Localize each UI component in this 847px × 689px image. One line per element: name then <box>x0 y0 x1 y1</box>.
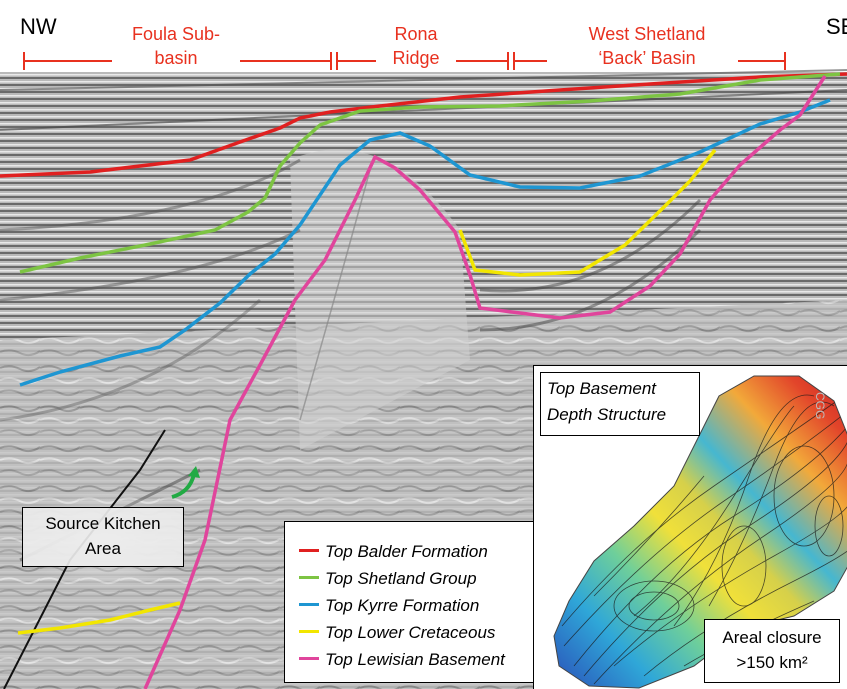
region-west-shetland-line1: West Shetland <box>588 24 706 44</box>
se-label: SE <box>826 14 847 39</box>
legend-label: Top Shetland Group <box>325 569 477 588</box>
inset-title-box: Top Basement Depth Structure <box>540 372 700 436</box>
inset-title-line1: Top Basement <box>547 379 656 398</box>
depth-structure-map <box>553 375 847 689</box>
fault-line-2 <box>299 169 371 421</box>
horizon-top-balder <box>0 72 847 178</box>
horizon-top-shetland <box>19 72 841 274</box>
legend-swatch <box>299 630 319 634</box>
areal-closure-line1: Areal closure <box>722 628 822 647</box>
source-kitchen-box: Source Kitchen Area <box>22 507 184 567</box>
region-west-shetland: West Shetland ‘Back’ Basin <box>557 22 737 70</box>
region-foula: Foula Sub- basin <box>112 22 240 70</box>
horizon-top-lower-cretaceous <box>458 148 717 277</box>
migration-arrow <box>171 473 196 499</box>
region-rona-line2: Ridge <box>392 48 440 68</box>
legend-swatch <box>299 549 319 553</box>
legend-item-lower-cretaceous: Top Lower Cretaceous <box>299 623 495 643</box>
legend-label: Top Kyrre Formation <box>325 596 480 615</box>
legend-swatch <box>299 576 319 580</box>
nw-label: NW <box>20 14 57 39</box>
inset-title-line2: Depth Structure <box>547 405 667 424</box>
migration-arrowhead <box>188 466 200 478</box>
region-markers <box>23 52 786 70</box>
region-west-shetland-line2: ‘Back’ Basin <box>598 48 696 68</box>
legend-item-lewisian: Top Lewisian Basement <box>299 650 505 670</box>
horizon-top-kyrre <box>19 98 831 387</box>
source-kitchen-line1: Source Kitchen <box>45 514 161 533</box>
cgg-watermark: CGG <box>813 392 827 420</box>
depth-structure-inset: Top Basement Depth Structure CGG Areal c… <box>533 365 847 689</box>
region-rona: Rona Ridge <box>376 22 456 70</box>
horizon-top-lewisian <box>143 75 827 689</box>
horizon-top-lower-cretaceous-sk <box>17 601 181 635</box>
source-kitchen-line2: Area <box>85 539 121 558</box>
region-rona-line1: Rona <box>394 24 438 44</box>
areal-closure-box: Areal closure >150 km² <box>704 619 840 683</box>
legend-item-shetland: Top Shetland Group <box>299 569 477 589</box>
legend-swatch <box>299 603 319 607</box>
legend-label: Top Lewisian Basement <box>325 650 505 669</box>
areal-closure-line2: >150 km² <box>736 653 808 672</box>
legend-item-kyrre: Top Kyrre Formation <box>299 596 479 616</box>
region-foula-line2: basin <box>154 48 198 68</box>
legend-label: Top Lower Cretaceous <box>325 623 496 642</box>
legend-label: Top Balder Formation <box>325 542 488 561</box>
legend-swatch <box>299 657 319 661</box>
legend-item-balder: Top Balder Formation <box>299 542 488 562</box>
legend: Top Balder Formation Top Shetland Group … <box>284 521 534 683</box>
region-foula-line1: Foula Sub- <box>131 24 221 44</box>
